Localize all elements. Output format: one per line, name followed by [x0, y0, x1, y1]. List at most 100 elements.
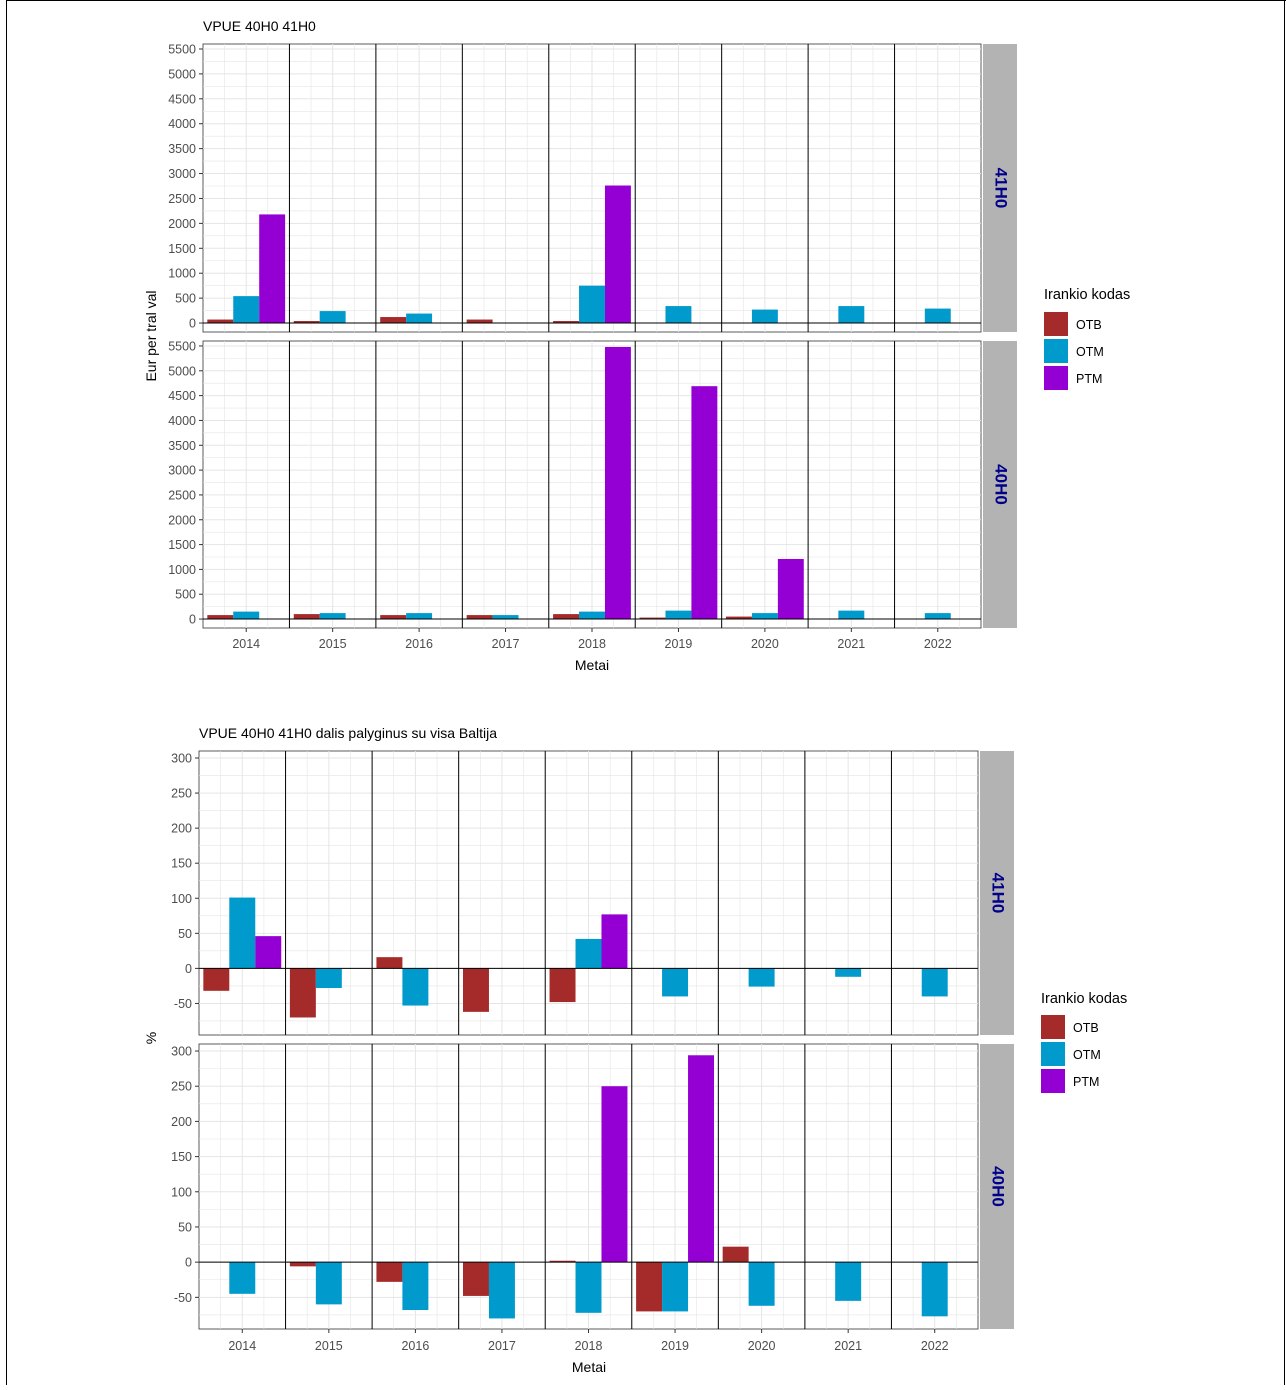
y-tick-label: 0: [189, 613, 196, 627]
bar-PTM-2018: [601, 914, 628, 969]
chart-title: VPUE 40H0 41H0: [203, 18, 316, 34]
bar-OTM-2014: [233, 296, 260, 324]
bar-OTM-2016: [406, 313, 433, 324]
bar-OTB-2020: [722, 1246, 749, 1263]
bar-OTB-2016: [376, 1262, 403, 1282]
bar-OTB-2018: [549, 1260, 576, 1263]
y-tick-label: 1500: [168, 242, 196, 256]
legend-swatch-OTB: [1041, 1015, 1065, 1039]
bar-PTM-2018: [604, 185, 631, 324]
y-tick-label: 500: [175, 588, 196, 602]
bar-OTM-2022: [924, 613, 951, 620]
x-tick-label: 2018: [578, 637, 606, 651]
legend-title: Irankio kodas: [1044, 287, 1130, 303]
y-tick-label: -50: [174, 997, 192, 1011]
bar-PTM-2019: [691, 386, 718, 620]
legend-swatch-OTB: [1044, 312, 1068, 336]
x-tick-label: 2014: [232, 637, 260, 651]
y-tick-label: 0: [185, 962, 192, 976]
y-axis-title: Eur per tral val: [143, 290, 159, 381]
bar-OTM-2014: [229, 897, 256, 969]
x-tick-label: 2015: [319, 637, 347, 651]
bar-OTB-2015: [289, 1262, 316, 1267]
y-tick-label: -50: [174, 1291, 192, 1305]
bar-OTB-2018: [553, 614, 580, 620]
bar-OTB-2018: [549, 968, 576, 1003]
facet-strip: [983, 341, 1017, 628]
y-tick-label: 300: [171, 1045, 192, 1059]
bar-OTM-2015: [315, 968, 342, 989]
y-tick-label: 150: [171, 857, 192, 871]
x-tick-label: 2016: [405, 637, 433, 651]
bar-OTM-2020: [751, 309, 778, 324]
y-tick-label: 0: [189, 317, 196, 331]
y-tick-label: 1000: [168, 267, 196, 281]
frame-border-right: [1284, 0, 1285, 1385]
bar-OTB-2014: [207, 319, 234, 324]
bar-OTB-2015: [289, 968, 316, 1018]
y-tick-label: 4000: [168, 414, 196, 428]
bar-OTM-2017: [488, 1262, 515, 1319]
bar-OTM-2021: [838, 306, 865, 324]
bar-OTB-2018: [553, 321, 580, 324]
bar-OTM-2014: [233, 611, 260, 620]
bar-OTB-2019: [636, 1262, 663, 1312]
x-tick-label: 2018: [575, 1339, 603, 1353]
bar-OTM-2016: [406, 613, 433, 620]
legend-title: Irankio kodas: [1041, 991, 1127, 1007]
x-tick-label: 2019: [665, 637, 693, 651]
x-tick-label: 2019: [661, 1339, 689, 1353]
y-tick-label: 4500: [168, 92, 196, 106]
y-tick-label: 3500: [168, 439, 196, 453]
bar-OTM-2020: [748, 1262, 775, 1306]
facet-40H0: 0 500 1000 1500 2000 2500 3000 3500 4000 4500 5000…: [168, 339, 1017, 629]
bar-PTM-2020: [777, 558, 804, 620]
legend: Irankio kodas OTB OTM PTM: [1044, 287, 1130, 390]
bar-OTM-2018: [575, 1262, 602, 1313]
y-tick-label: 5000: [168, 67, 196, 81]
y-tick-label: 100: [171, 1185, 192, 1199]
y-tick-label: 5500: [168, 42, 196, 56]
y-tick-label: 250: [171, 787, 192, 801]
y-tick-label: 3000: [168, 167, 196, 181]
y-axis-title: %: [143, 1032, 159, 1044]
bar-OTB-2017: [462, 1262, 489, 1296]
y-tick-label: 4500: [168, 389, 196, 403]
bar-OTM-2014: [229, 1262, 256, 1294]
bar-PTM-2019: [688, 1055, 715, 1263]
y-tick-label: 0: [185, 1256, 192, 1270]
y-tick-label: 250: [171, 1080, 192, 1094]
y-tick-label: 2500: [168, 488, 196, 502]
bar-PTM-2018: [601, 1086, 628, 1263]
x-tick-label: 2015: [315, 1339, 343, 1353]
x-tick-label: 2020: [751, 637, 779, 651]
y-tick-label: 50: [178, 927, 192, 941]
x-tick-label: 2014: [228, 1339, 256, 1353]
facet-strip-label: 41H0: [989, 873, 1008, 914]
bar-OTB-2020: [725, 616, 752, 620]
x-axis-title: Metai: [575, 657, 609, 673]
facet-41H0: 0 500 1000 1500 2000 2500 3000 3500 4000 4500 5000…: [168, 42, 1017, 333]
legend-label-OTB: OTB: [1073, 1021, 1099, 1035]
facet-40H0: -50 0 50 100 150 200 250 300 40H0: [171, 1043, 1014, 1330]
y-tick-label: 2500: [168, 192, 196, 206]
y-tick-label: 1000: [168, 563, 196, 577]
bar-PTM-2014: [259, 214, 286, 324]
legend-label-OTM: OTM: [1076, 345, 1104, 359]
legend-swatch-OTM: [1044, 339, 1068, 363]
bar-OTM-2015: [319, 311, 346, 324]
y-tick-label: 100: [171, 892, 192, 906]
bar-OTM-2022: [924, 308, 951, 324]
x-tick-label: 2021: [837, 637, 865, 651]
bar-OTM-2018: [579, 285, 605, 324]
legend-swatch-PTM: [1044, 366, 1068, 390]
y-tick-label: 200: [171, 822, 192, 836]
bar-OTB-2014: [207, 615, 234, 620]
legend-label-OTB: OTB: [1076, 318, 1102, 332]
chart-2: VPUE 40H0 41H0 dalis palyginus su visa B…: [143, 725, 1127, 1375]
bar-OTB-2014: [203, 968, 230, 991]
legend-swatch-OTM: [1041, 1042, 1065, 1066]
bar-OTM-2020: [748, 968, 775, 987]
bar-OTB-2019: [639, 617, 666, 620]
